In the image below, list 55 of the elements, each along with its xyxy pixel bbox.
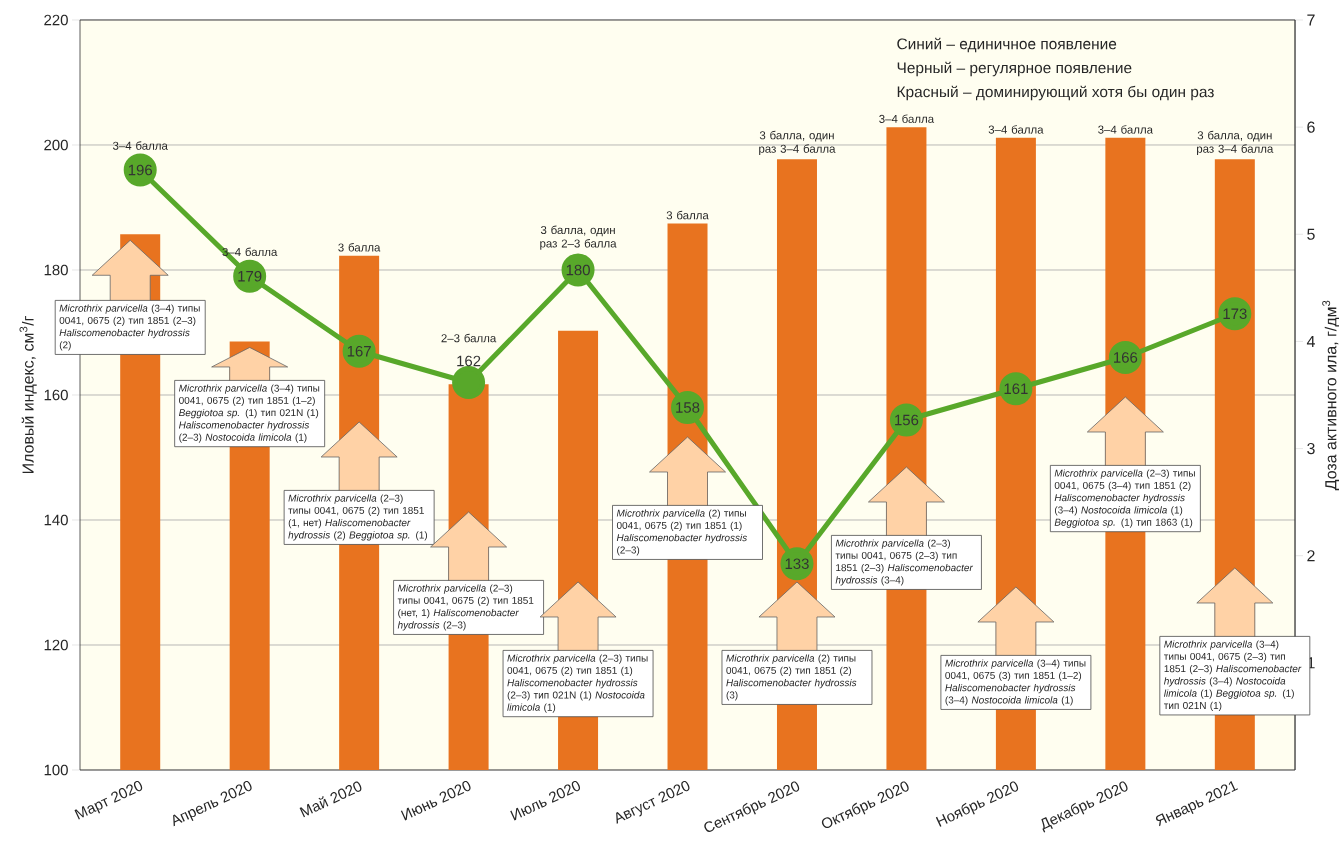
- y2-tick-label: 2: [1307, 550, 1315, 562]
- data-label: 158: [676, 402, 700, 413]
- annotation: 3 балла: [666, 210, 709, 220]
- annotation: 3 балла, один раз 3–4 балла: [759, 130, 836, 156]
- y-tick-label: 100: [44, 764, 68, 776]
- data-label: 166: [1114, 352, 1138, 363]
- annotation: Microthrix parvicella (3–4) типы 0041, 0675 (3) тип 1851 (1–2) Haliscomenobacter hydrossis (3–4) Nostocoida limicola (1): [945, 659, 1086, 706]
- text: Microthrix parvicella (3–4) типы 0041, 0675 (2) тип 1851 (1–2) Beggiotoa sp. (1) тип 021N (1) Haliscomenobacter hydrossis (2–3) Nostocoida limicola (1): [178, 384, 320, 443]
- annotation: 2–3 балла: [441, 333, 497, 343]
- x-tick-label: Июнь 2020: [400, 780, 471, 821]
- annotation: Синий – единичное появление: [897, 37, 1117, 53]
- text: Microthrix parvicella (3–4) типы 0041, 0675 (2–3) тип 1851 (2–3) Haliscomenobacter hydrossis (3–4) Nostocoida limicola (1) Beggiotoa sp. (1) тип 021N (1): [1163, 640, 1302, 711]
- annotation: 3–4 балла: [112, 141, 168, 150]
- annotation: 3–4 балла: [1098, 125, 1154, 134]
- annotation: 3 балла: [338, 242, 381, 252]
- x-tick-label: Июль 2020: [510, 780, 581, 821]
- y-tick-label: 120: [44, 639, 68, 651]
- text: Microthrix parvicella (2–3) типы 0041, 0675 (2) тип 1851 (1, нет) Haliscomenobacter hydrossis (2) Beggiotoa sp. (1): [288, 494, 428, 541]
- y-tick-label: 160: [44, 389, 68, 401]
- y-axis-title: Иловый индекс, см$^{3}$/г: [19, 316, 37, 474]
- y2-tick-label: 7: [1307, 14, 1315, 26]
- x-tick-label: Март 2020: [74, 780, 143, 820]
- y2-tick-label: 6: [1307, 121, 1315, 133]
- annotation: Черный – регулярное появление: [897, 61, 1132, 77]
- data-label: 161: [1004, 383, 1028, 395]
- y-tick-label: 180: [44, 264, 68, 276]
- y2-tick-label: 5: [1307, 228, 1315, 240]
- annotation: Microthrix parvicella (2) типы 0041, 0675 (2) тип 1851 (2) Haliscomenobacter hydrossis (3): [726, 654, 857, 701]
- data-label: 162: [457, 355, 481, 367]
- data-label: 156: [895, 414, 919, 426]
- y2-tick-label: 4: [1306, 335, 1315, 347]
- data-label: 173: [1223, 308, 1247, 320]
- y-tick-label: 200: [44, 139, 68, 151]
- text: Microthrix parvicella (2–3) типы 0041, 0675 (3–4) тип 1851 (2) Haliscomenobacter hydrossis (3–4) Nostocoida limicola (1) Beggiotoa sp. (1) тип 1863 (1): [1054, 469, 1195, 528]
- data-label: 196: [128, 164, 153, 176]
- annotation: Microthrix parvicella (2–3) типы 0041, 0675 (2) тип 1851 (нет, 1) Haliscomenobacter hydrossis (2–3): [397, 584, 534, 631]
- annotation: Красный – доминирующий хотя бы один раз: [897, 85, 1214, 101]
- annotation: 3 балла, один раз 2–3 балла: [540, 225, 617, 250]
- data-label: 133: [785, 558, 809, 570]
- x-tick-label: Май 2020: [299, 781, 362, 818]
- annotation: 3–4 балла: [879, 114, 935, 123]
- y-tick-label: 220: [44, 14, 68, 26]
- y-tick-label: 140: [44, 514, 68, 526]
- annotation: 3–4 балла: [988, 125, 1044, 134]
- point: [452, 365, 486, 399]
- data-label: 167: [347, 345, 371, 357]
- y2-axis-title: Доза активного ила, г/дм$^{3}$: [1322, 300, 1339, 491]
- y2-tick-label: 3: [1307, 442, 1315, 455]
- annotation: Microthrix parvicella (2) типы 0041, 0675 (2) тип 1851 (1) Haliscomenobacter hydrossis (2–3): [616, 509, 747, 556]
- data-label: 179: [238, 270, 262, 282]
- annotation: Microthrix parvicella (3–4) типы 0041, 0675 (2) тип 1851 (2–3) Haliscomenobacter hydrossis (2): [59, 304, 200, 351]
- text: Microthrix parvicella (2–3) типы 0041, 0675 (2) тип 1851 (1) Haliscomenobacter hydrossis (2–3) тип 021N (1) Nostocoida limicola (1): [507, 654, 648, 713]
- annotation: Microthrix parvicella (2–3) типы 0041, 0675 (2–3) тип 1851 (2–3) Haliscomenobacter hydrossis (3–4): [835, 539, 974, 586]
- data-label: 180: [566, 264, 590, 276]
- annotation: 3 балла, один раз 3–4 балла: [1197, 130, 1274, 156]
